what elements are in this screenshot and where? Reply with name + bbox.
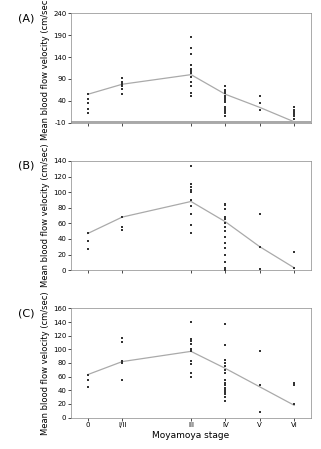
Text: (C): (C) (18, 308, 34, 318)
Y-axis label: Mean blood flow velocity (cm/sec): Mean blood flow velocity (cm/sec) (41, 291, 50, 435)
Text: (A): (A) (18, 13, 34, 23)
Y-axis label: Mean blood flow velocity (cm/sec): Mean blood flow velocity (cm/sec) (41, 0, 50, 140)
X-axis label: Moyamoya stage: Moyamoya stage (152, 431, 230, 440)
Text: (B): (B) (18, 161, 34, 171)
Y-axis label: Mean blood flow velocity (cm/sec): Mean blood flow velocity (cm/sec) (41, 144, 50, 287)
